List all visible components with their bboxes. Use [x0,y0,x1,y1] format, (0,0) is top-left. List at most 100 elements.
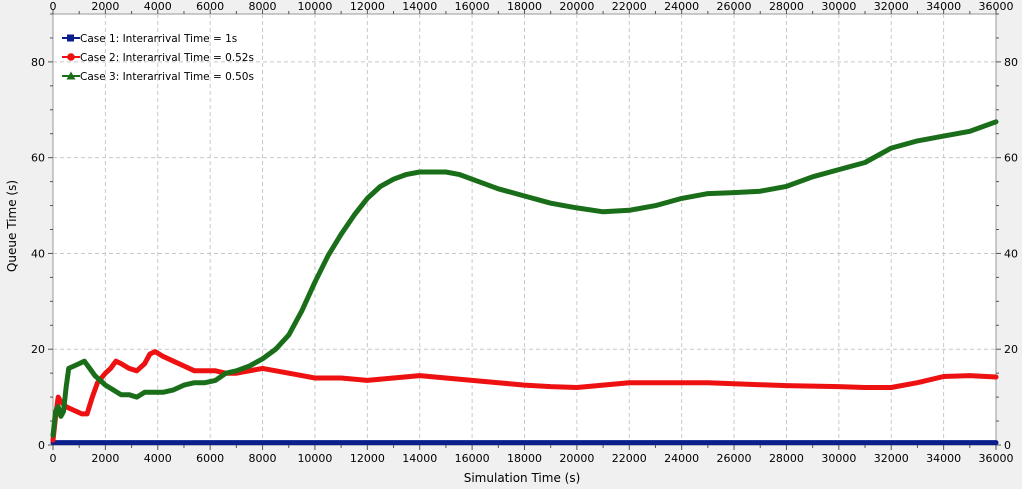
data-point [338,375,344,381]
data-point [56,394,61,400]
data-point [126,366,132,371]
data-point [234,368,239,373]
right-y-tick-label: 40 [1004,247,1018,260]
data-point [202,380,208,385]
data-point [299,373,305,378]
data-point [108,366,113,371]
x-tick-label: 16000 [455,452,490,465]
top-x-tick-label: 16000 [455,0,490,13]
data-point [810,174,815,180]
data-point [784,184,789,189]
legend-label: Case 2: Interarrival Time = 0.52s [80,52,254,64]
data-point [66,366,71,371]
data-point [784,440,789,445]
x-tick-label: 0 [50,452,57,465]
data-point [456,172,462,177]
legend-entry-case-1: Case 1: Interarrival Time = 1s [62,33,237,45]
data-point [993,119,999,124]
data-point [941,133,946,139]
data-point [653,203,658,208]
x-tick-label: 32000 [874,452,909,465]
data-point [299,308,305,314]
data-point [889,145,894,151]
data-point [836,167,842,172]
data-point [378,184,383,189]
data-point [50,438,56,443]
y-tick-label: 80 [31,56,45,69]
data-point [160,390,166,395]
data-point [76,361,82,366]
right-y-tick-label: 0 [1004,439,1011,452]
data-point [192,380,197,385]
top-x-tick-label: 26000 [717,0,752,13]
y-tick-label: 60 [31,152,45,165]
data-point [113,358,119,364]
data-point [391,177,396,182]
data-point [548,200,553,206]
data-point [312,375,318,381]
legend: Case 1: Interarrival Time = 1s Case 2: In… [62,33,254,83]
data-point [286,370,291,376]
data-point [836,384,842,389]
top-x-tick-label: 22000 [612,0,647,13]
x-tick-label: 12000 [350,452,385,465]
legend-square-marker [67,34,74,42]
x-tick-label: 6000 [196,452,224,465]
data-point [352,212,357,218]
data-point [967,129,973,134]
x-tick-label: 14000 [402,452,437,465]
data-point [192,368,197,373]
data-point [731,381,737,386]
x-tick-label: 24000 [664,452,699,465]
data-point [181,382,187,388]
x-tick-label: 18000 [507,452,542,465]
top-x-tick-label: 10000 [297,0,332,13]
series-group [50,119,999,446]
top-x-tick-label: 30000 [821,0,856,13]
data-point [600,209,606,214]
data-point [993,374,999,380]
data-point [150,390,155,395]
data-point [889,385,894,390]
data-point [103,382,108,388]
data-point [71,363,77,369]
top-x-tick-label: 20000 [559,0,594,13]
data-point [171,387,176,393]
data-point [69,406,74,412]
data-point [118,392,124,397]
data-point [87,366,92,371]
data-point [443,169,449,175]
data-point [260,440,265,445]
top-x-tick-label: 14000 [402,0,437,13]
y-tick-label: 20 [31,343,45,356]
data-point [273,368,278,373]
top-x-tick-label: 34000 [926,0,961,13]
top-x-tick-label: 24000 [664,0,699,13]
data-point [286,332,291,338]
data-point [142,390,147,395]
x-axis-label: Simulation Time (s) [464,471,581,485]
data-point [705,380,711,385]
top-x-tick-label: 2000 [91,0,119,13]
data-point [548,384,553,389]
x-tick-label: 10000 [297,452,332,465]
top-x-tick-label: 8000 [249,0,277,13]
data-point [889,440,894,445]
data-point [103,370,108,376]
x-tick-label: 2000 [91,452,119,465]
x-tick-label: 34000 [926,452,961,465]
data-point [61,409,66,414]
top-x-tick-label: 6000 [196,0,224,13]
data-point [758,188,763,194]
legend-circle-marker [67,53,75,61]
data-point [810,383,815,389]
data-point [574,385,580,390]
legend-entry-case-2: Case 2: Interarrival Time = 0.52s [62,52,254,64]
x-tick-label: 26000 [717,452,752,465]
data-point [522,193,527,199]
data-point [338,232,344,237]
legend-triangle-marker [66,71,76,80]
data-point [522,382,527,388]
data-point [134,394,140,400]
data-point [74,409,79,414]
